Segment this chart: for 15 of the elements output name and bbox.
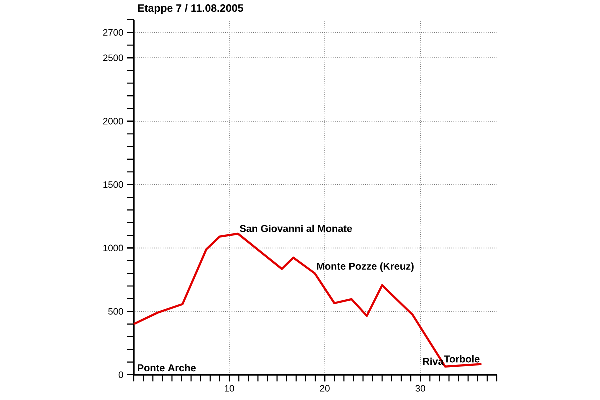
y-tick-label: 2700 <box>103 29 124 36</box>
y-tick-label: 1000 <box>104 244 124 252</box>
y-tick-label: 500 <box>108 308 124 315</box>
annotation: Monte Pozze (Kreuz) <box>317 262 414 272</box>
x-tick-label: 10 <box>225 385 234 392</box>
chart-title: Etappe 7 / 11.08.2005 <box>138 4 244 14</box>
annotation: Torbole <box>444 355 480 363</box>
y-tick-label: 0 <box>118 372 124 378</box>
y-tick-label: 2000 <box>103 118 124 125</box>
x-tick-label: 20 <box>320 385 330 392</box>
annotation: San Giovanni al Monate <box>240 224 352 232</box>
y-tick-label: 2500 <box>103 54 124 62</box>
y-tick-label: 1500 <box>104 182 124 188</box>
x-tick-label: 30 <box>416 385 426 392</box>
annotation: Ponte Arche <box>138 364 196 372</box>
